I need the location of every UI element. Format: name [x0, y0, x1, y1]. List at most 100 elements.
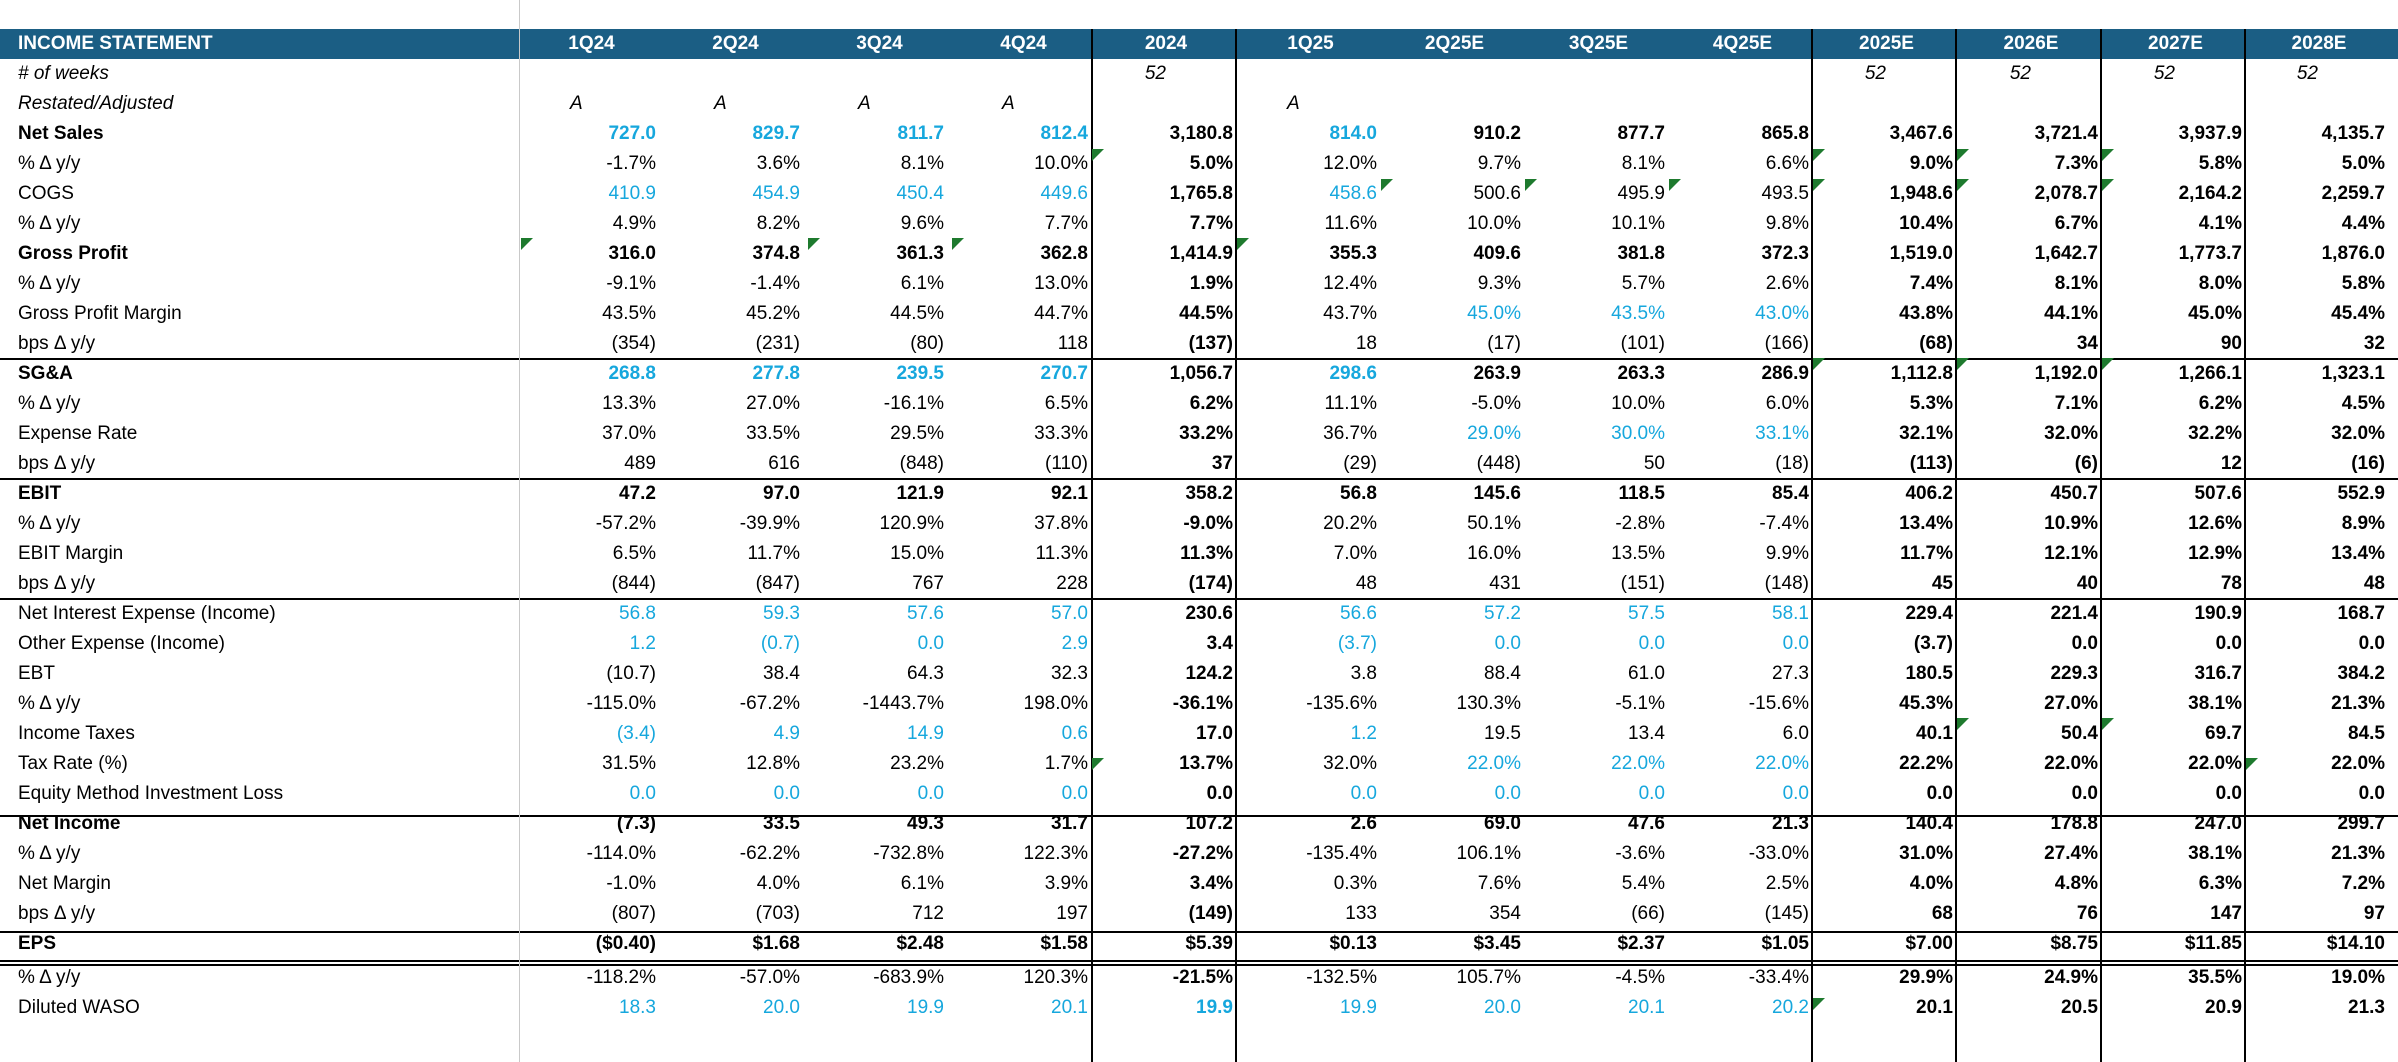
- table-cell[interactable]: 12.6%: [2188, 513, 2242, 534]
- table-cell[interactable]: 59.3: [763, 603, 800, 624]
- table-cell[interactable]: 78: [2220, 573, 2242, 594]
- comment-indicator[interactable]: [2102, 718, 2114, 730]
- table-cell[interactable]: 122.3%: [1023, 843, 1088, 864]
- table-cell[interactable]: 44.7%: [1034, 303, 1088, 324]
- table-cell[interactable]: 2.6%: [1765, 273, 1809, 294]
- table-cell[interactable]: (6): [2074, 453, 2098, 474]
- table-cell[interactable]: 49.3: [907, 813, 944, 834]
- column-header-3q24[interactable]: 3Q24: [856, 33, 903, 54]
- table-cell[interactable]: 0.0: [1494, 783, 1521, 804]
- table-cell[interactable]: 7.1%: [2054, 393, 2098, 414]
- comment-indicator[interactable]: [2102, 179, 2114, 191]
- table-cell[interactable]: $2.37: [1617, 933, 1665, 954]
- table-cell[interactable]: 8.2%: [756, 213, 800, 234]
- table-cell[interactable]: $8.75: [2050, 933, 2098, 954]
- table-cell[interactable]: 17.0: [1196, 723, 1233, 744]
- table-cell[interactable]: 2,078.7: [2034, 183, 2098, 204]
- table-cell[interactable]: -62.2%: [739, 843, 800, 864]
- table-cell[interactable]: $7.00: [1905, 933, 1953, 954]
- table-cell[interactable]: (3.4): [616, 723, 656, 744]
- table-cell[interactable]: 0.0: [1638, 783, 1665, 804]
- table-cell[interactable]: $0.13: [1329, 933, 1377, 954]
- table-cell[interactable]: 9.6%: [900, 213, 944, 234]
- table-cell[interactable]: (10.7): [606, 663, 656, 684]
- table-cell[interactable]: (145): [1764, 903, 1809, 924]
- table-cell[interactable]: 500.6: [1473, 183, 1521, 204]
- column-header-2024[interactable]: 2024: [1144, 33, 1188, 54]
- table-cell[interactable]: 22.0%: [1467, 753, 1521, 774]
- table-cell[interactable]: 6.2%: [1189, 393, 1233, 414]
- table-cell[interactable]: 106.1%: [1456, 843, 1521, 864]
- table-cell[interactable]: -1.7%: [606, 153, 656, 174]
- table-cell[interactable]: 24.9%: [2044, 967, 2098, 988]
- table-cell[interactable]: 1,266.1: [2178, 363, 2242, 384]
- column-header-1q25[interactable]: 1Q25: [1287, 33, 1334, 54]
- table-cell[interactable]: 3.9%: [1044, 873, 1088, 894]
- table-cell[interactable]: (847): [755, 573, 800, 594]
- table-cell[interactable]: 50.4: [2061, 723, 2098, 744]
- table-cell[interactable]: 20.2: [1772, 997, 1809, 1018]
- table-cell[interactable]: 0.0: [1782, 783, 1809, 804]
- table-cell[interactable]: 23.2%: [890, 753, 944, 774]
- table-cell[interactable]: 47.6: [1628, 813, 1665, 834]
- table-cell[interactable]: 37: [1211, 453, 1233, 474]
- table-cell[interactable]: 0.0: [1350, 783, 1377, 804]
- table-cell[interactable]: 4.4%: [2341, 213, 2385, 234]
- table-cell[interactable]: 20.1: [1628, 997, 1665, 1018]
- table-cell[interactable]: 190.9: [2194, 603, 2242, 624]
- table-cell[interactable]: (137): [1188, 333, 1233, 354]
- table-cell[interactable]: 84.5: [2348, 723, 2385, 744]
- table-cell[interactable]: 22.0%: [2331, 753, 2385, 774]
- table-cell[interactable]: 1,876.0: [2321, 243, 2385, 264]
- table-cell[interactable]: 178.8: [2050, 813, 2098, 834]
- table-cell[interactable]: 45.4%: [2331, 303, 2385, 324]
- table-cell[interactable]: (7.3): [616, 813, 656, 834]
- table-cell[interactable]: 21.3%: [2331, 843, 2385, 864]
- table-cell[interactable]: 43.5%: [602, 303, 656, 324]
- table-cell[interactable]: 33.3%: [1034, 423, 1088, 444]
- table-cell[interactable]: -36.1%: [1172, 693, 1233, 714]
- column-header-2q24[interactable]: 2Q24: [712, 33, 759, 54]
- table-cell[interactable]: 22.2%: [1899, 753, 1953, 774]
- table-cell[interactable]: 507.6: [2194, 483, 2242, 504]
- table-cell[interactable]: 4.0%: [1909, 873, 1953, 894]
- table-cell[interactable]: 6.2%: [2198, 393, 2242, 414]
- table-cell[interactable]: (148): [1764, 573, 1809, 594]
- table-cell[interactable]: -2.8%: [1615, 513, 1665, 534]
- table-cell[interactable]: 6.0%: [1765, 393, 1809, 414]
- table-cell[interactable]: 316.0: [608, 243, 656, 264]
- table-cell[interactable]: 0.0: [1782, 633, 1809, 654]
- table-cell[interactable]: 32.0%: [2044, 423, 2098, 444]
- table-cell[interactable]: 56.6: [1340, 603, 1377, 624]
- table-cell[interactable]: -683.9%: [873, 967, 944, 988]
- table-cell[interactable]: 6.6%: [1765, 153, 1809, 174]
- table-cell[interactable]: 85.4: [1772, 483, 1809, 504]
- table-cell[interactable]: 8.1%: [900, 153, 944, 174]
- table-cell[interactable]: 13.0%: [1034, 273, 1088, 294]
- table-cell[interactable]: 45: [1931, 573, 1953, 594]
- table-cell[interactable]: 8.1%: [1621, 153, 1665, 174]
- table-cell[interactable]: 44.5%: [890, 303, 944, 324]
- table-cell[interactable]: 22.0%: [2044, 753, 2098, 774]
- table-cell[interactable]: 6.1%: [900, 873, 944, 894]
- table-cell[interactable]: 35.5%: [2188, 967, 2242, 988]
- table-cell[interactable]: 107.2: [1185, 813, 1233, 834]
- table-cell[interactable]: 865.8: [1761, 123, 1809, 144]
- table-cell[interactable]: 5.7%: [1621, 273, 1665, 294]
- table-cell[interactable]: (3.7): [1913, 633, 1953, 654]
- comment-indicator[interactable]: [1957, 358, 1969, 370]
- table-cell[interactable]: (0.7): [760, 633, 800, 654]
- table-cell[interactable]: (29): [1343, 453, 1377, 474]
- table-cell[interactable]: -57.0%: [739, 967, 800, 988]
- table-cell[interactable]: 1,112.8: [1890, 363, 1953, 384]
- column-header-1q24[interactable]: 1Q24: [568, 33, 615, 54]
- table-cell[interactable]: 11.7%: [1900, 543, 1953, 564]
- table-cell[interactable]: 11.3%: [1035, 543, 1088, 564]
- table-cell[interactable]: -1.4%: [750, 273, 800, 294]
- table-cell[interactable]: 7.2%: [2341, 873, 2385, 894]
- table-cell[interactable]: -1443.7%: [862, 693, 944, 714]
- table-cell[interactable]: (166): [1764, 333, 1809, 354]
- table-cell[interactable]: 7.7%: [1189, 213, 1233, 234]
- table-cell[interactable]: 2.9: [1061, 633, 1088, 654]
- table-cell[interactable]: 21.3: [1772, 813, 1809, 834]
